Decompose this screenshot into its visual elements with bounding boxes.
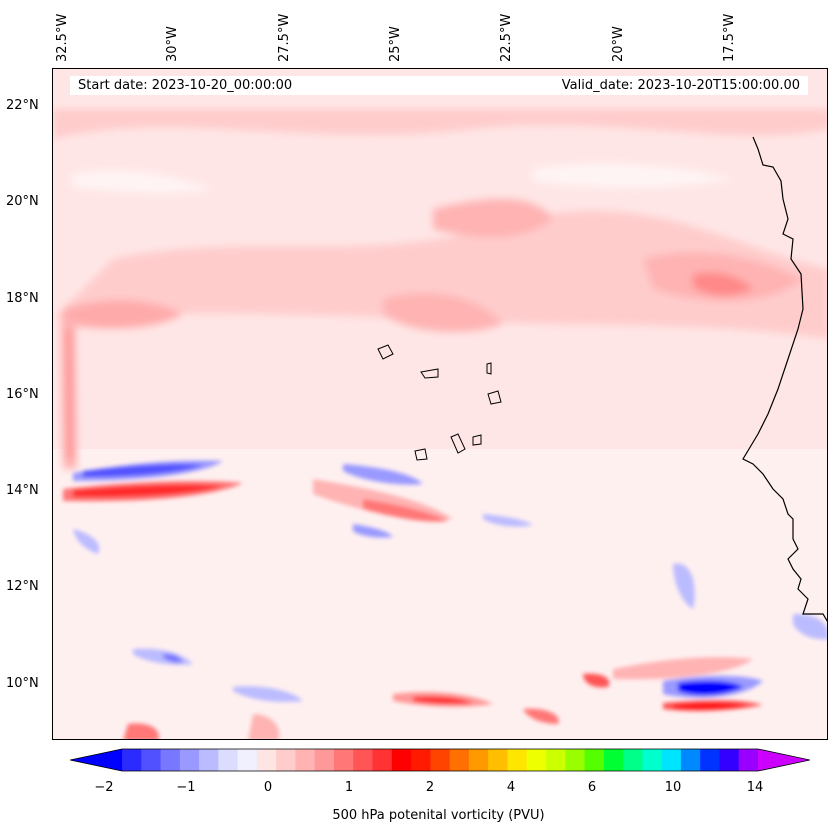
colorbar-cell	[584, 749, 605, 771]
colorbar-cell	[680, 749, 701, 771]
cb-tick-neg1: −1	[176, 780, 196, 795]
cb-tick-6: 6	[587, 780, 597, 795]
lon-label-17-5w: 17.5°W	[722, 13, 737, 62]
colorbar-cell	[237, 749, 258, 771]
colorbar-cell	[199, 749, 219, 771]
lon-label-30w: 30°W	[165, 26, 180, 62]
date-info-bar: Start date: 2023-10-20_00:00:00 Valid_da…	[70, 76, 808, 95]
colorbar-cell	[623, 749, 643, 771]
cb-tick-14: 14	[746, 780, 764, 795]
colorbar-cell	[468, 749, 489, 771]
lat-label-12n: 12°N	[6, 579, 39, 594]
colorbar-cell	[719, 749, 740, 771]
colorbar-cell	[738, 749, 759, 771]
colorbar-cell	[700, 749, 720, 771]
start-date-label: Start date: 2023-10-20_00:00:00	[78, 78, 293, 93]
colorbar-cell	[546, 749, 566, 771]
colorbar-cell	[430, 749, 451, 771]
lat-label-22n: 22°N	[6, 98, 39, 113]
colorbar-cell	[122, 749, 142, 771]
colorbar-cell	[218, 749, 239, 771]
lat-label-18n: 18°N	[6, 291, 39, 306]
lon-label-32-5w: 32.5°W	[55, 13, 70, 62]
colorbar-cell	[507, 749, 528, 771]
map-panel	[52, 68, 828, 740]
colorbar-cell	[295, 749, 316, 771]
colorbar-label: 500 hPa potenital vorticity (PVU)	[332, 808, 545, 823]
colorbar-cell	[372, 749, 393, 771]
cb-tick-2: 2	[425, 780, 435, 795]
colorbar-cell	[488, 749, 508, 771]
lat-label-20n: 20°N	[6, 194, 39, 209]
colorbar-extend-min	[70, 749, 122, 771]
lon-label-22-5w: 22.5°W	[499, 13, 514, 62]
colorbar-cell	[276, 749, 296, 771]
cb-tick-4: 4	[506, 780, 516, 795]
colorbar-cell	[642, 749, 663, 771]
lon-label-27-5w: 27.5°W	[277, 13, 292, 62]
colorbar-cell	[526, 749, 547, 771]
colorbar-cell	[603, 749, 624, 771]
cb-tick-neg2: −2	[94, 780, 114, 795]
cb-tick-1: 1	[344, 780, 354, 795]
colorbar-cell	[565, 749, 586, 771]
colorbar-outline	[70, 748, 810, 772]
colorbar-cell	[353, 749, 374, 771]
colorbar-cell	[449, 749, 470, 771]
lat-label-14n: 14°N	[6, 483, 39, 498]
colorbar-cell	[141, 749, 162, 771]
cb-tick-10: 10	[664, 780, 682, 795]
colorbar-cell	[334, 749, 354, 771]
lat-label-16n: 16°N	[6, 387, 39, 402]
colorbar-cell	[179, 749, 200, 771]
colorbar-extend-max	[758, 749, 810, 771]
lon-label-25w: 25°W	[388, 26, 403, 62]
lon-label-20w: 20°W	[611, 26, 626, 62]
colorbar-cell	[256, 749, 277, 771]
colorbar-cell	[314, 749, 335, 771]
colorbar-cell	[391, 749, 412, 771]
colorbar-cell	[160, 749, 181, 771]
colorbar	[70, 748, 810, 772]
valid-date-label: Valid_date: 2023-10-20T15:00:00.00	[561, 78, 800, 93]
colorbar-cell	[411, 749, 431, 771]
pv-field	[53, 69, 827, 739]
lat-label-10n: 10°N	[6, 676, 39, 691]
colorbar-cell	[661, 749, 682, 771]
cb-tick-0: 0	[263, 780, 273, 795]
coastline	[742, 136, 827, 622]
